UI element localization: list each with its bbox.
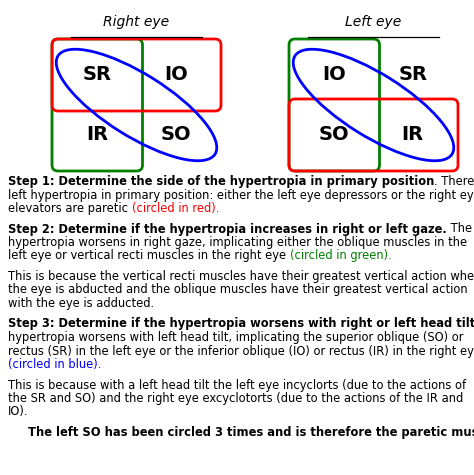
Text: left hypertropia in primary position: either the left eye depressors or the righ: left hypertropia in primary position: ei…: [8, 189, 474, 201]
Text: The left SO has been circled 3 times and is therefore the paretic muscle: The left SO has been circled 3 times and…: [28, 426, 474, 439]
Text: (circled in red).: (circled in red).: [132, 202, 219, 215]
Text: Step 2: Determine if the hypertropia increases in right or left gaze.: Step 2: Determine if the hypertropia inc…: [8, 222, 447, 236]
Text: SO: SO: [319, 125, 349, 144]
Text: Right eye: Right eye: [103, 15, 170, 29]
Text: IR: IR: [401, 125, 424, 144]
Text: IO: IO: [322, 66, 346, 85]
Text: . There is a: . There is a: [434, 175, 474, 188]
Text: SR: SR: [398, 66, 427, 85]
Text: SR: SR: [83, 66, 112, 85]
Text: (circled in blue).: (circled in blue).: [8, 358, 101, 371]
Text: hypertropia worsens with left head tilt, implicating the superior oblique (SO) o: hypertropia worsens with left head tilt,…: [8, 331, 464, 344]
Text: Step 1: Determine the side of the hypertropia in primary position: Step 1: Determine the side of the hypert…: [8, 175, 434, 188]
Text: the SR and SO) and the right eye excyclotorts (due to the actions of the IR and: the SR and SO) and the right eye excyclo…: [8, 392, 463, 405]
Text: hypertropia worsens in right gaze, implicating either the oblique muscles in the: hypertropia worsens in right gaze, impli…: [8, 236, 467, 249]
Text: The left: The left: [447, 222, 474, 236]
Text: IO: IO: [164, 66, 188, 85]
Text: elevators are paretic: elevators are paretic: [8, 202, 132, 215]
Text: This is because with a left head tilt the left eye incyclorts (due to the action: This is because with a left head tilt th…: [8, 379, 466, 391]
Text: left eye or vertical recti muscles in the right eye: left eye or vertical recti muscles in th…: [8, 249, 290, 263]
Text: IR: IR: [86, 125, 109, 144]
Text: with the eye is adducted.: with the eye is adducted.: [8, 297, 154, 310]
Text: Left eye: Left eye: [346, 15, 401, 29]
Text: SO: SO: [160, 125, 191, 144]
Text: IO).: IO).: [8, 406, 28, 418]
Text: rectus (SR) in the left eye or the inferior oblique (IO) or rectus (IR) in the r: rectus (SR) in the left eye or the infer…: [8, 344, 474, 358]
Text: Step 3: Determine if the hypertropia worsens with right or left head tilt.: Step 3: Determine if the hypertropia wor…: [8, 317, 474, 331]
Text: This is because the vertical recti muscles have their greatest vertical action w: This is because the vertical recti muscl…: [8, 270, 474, 283]
Text: the eye is abducted and the oblique muscles have their greatest vertical action: the eye is abducted and the oblique musc…: [8, 284, 468, 296]
Text: (circled in green).: (circled in green).: [290, 249, 392, 263]
